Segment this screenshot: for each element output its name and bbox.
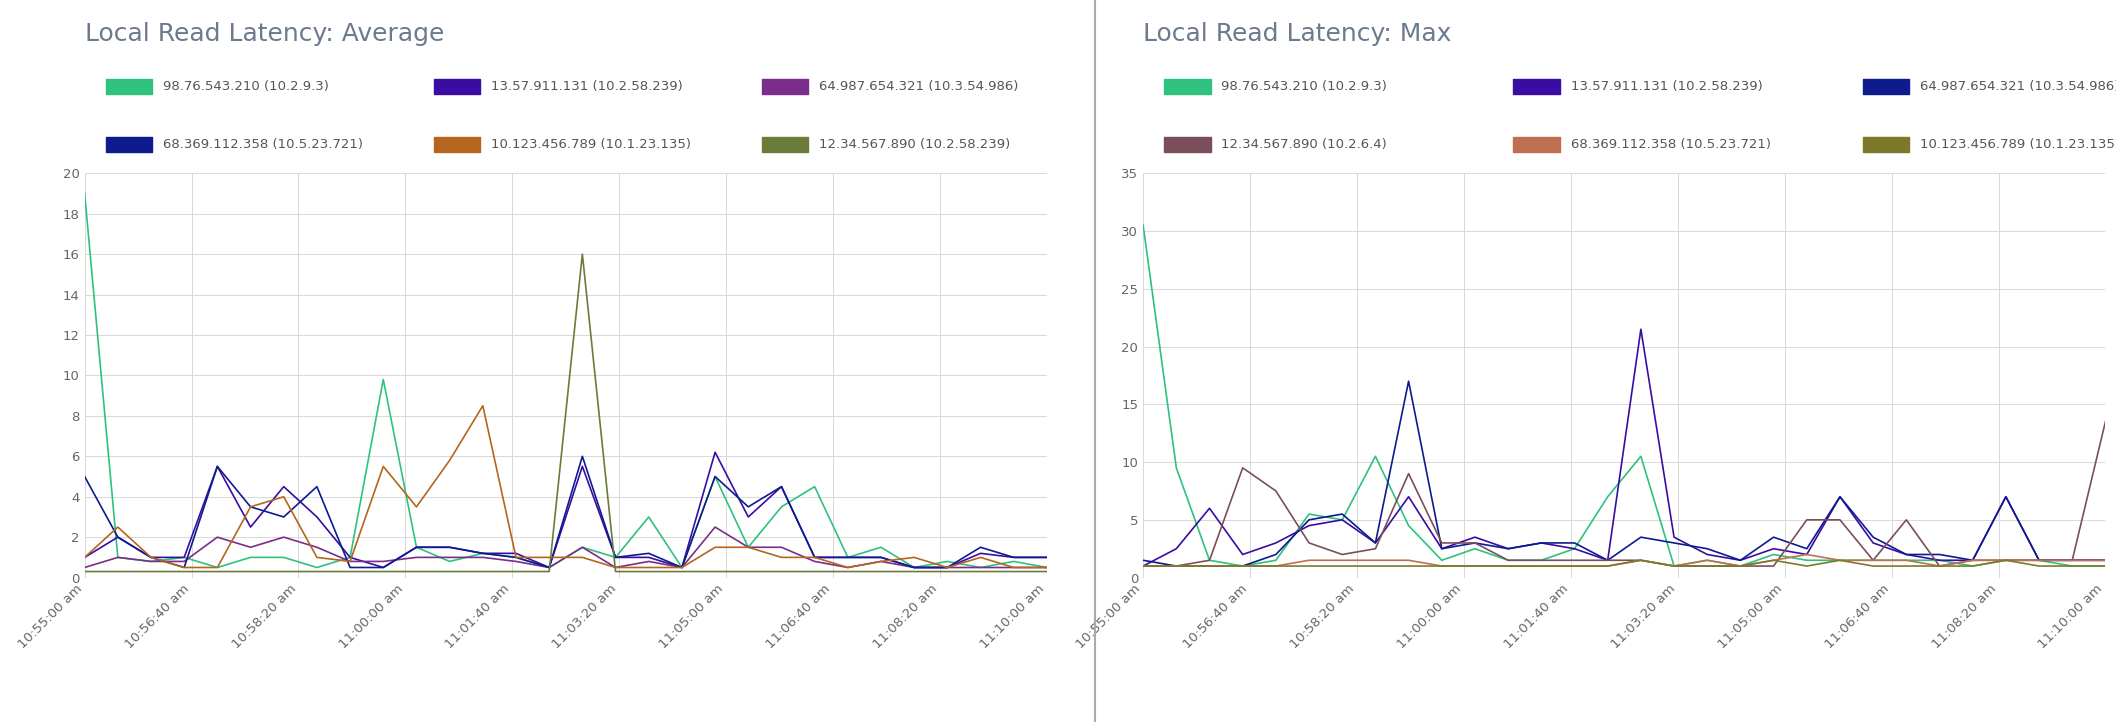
Text: Local Read Latency: Average: Local Read Latency: Average (85, 22, 444, 45)
Text: Local Read Latency: Max: Local Read Latency: Max (1143, 22, 1452, 45)
Text: 68.369.112.358 (10.5.23.721): 68.369.112.358 (10.5.23.721) (1570, 138, 1771, 151)
Text: 68.369.112.358 (10.5.23.721): 68.369.112.358 (10.5.23.721) (163, 138, 364, 151)
Text: 10.123.456.789 (10.1.23.135): 10.123.456.789 (10.1.23.135) (1919, 138, 2116, 151)
Text: 13.57.911.131 (10.2.58.239): 13.57.911.131 (10.2.58.239) (491, 80, 683, 93)
Text: 98.76.543.210 (10.2.9.3): 98.76.543.210 (10.2.9.3) (1221, 80, 1388, 93)
Text: 13.57.911.131 (10.2.58.239): 13.57.911.131 (10.2.58.239) (1570, 80, 1763, 93)
Text: 98.76.543.210 (10.2.9.3): 98.76.543.210 (10.2.9.3) (163, 80, 328, 93)
Text: 10.123.456.789 (10.1.23.135): 10.123.456.789 (10.1.23.135) (491, 138, 692, 151)
Text: 12.34.567.890 (10.2.6.4): 12.34.567.890 (10.2.6.4) (1221, 138, 1388, 151)
Text: 64.987.654.321 (10.3.54.986): 64.987.654.321 (10.3.54.986) (819, 80, 1018, 93)
Text: 12.34.567.890 (10.2.58.239): 12.34.567.890 (10.2.58.239) (819, 138, 1009, 151)
Text: 64.987.654.321 (10.3.54.986): 64.987.654.321 (10.3.54.986) (1919, 80, 2116, 93)
